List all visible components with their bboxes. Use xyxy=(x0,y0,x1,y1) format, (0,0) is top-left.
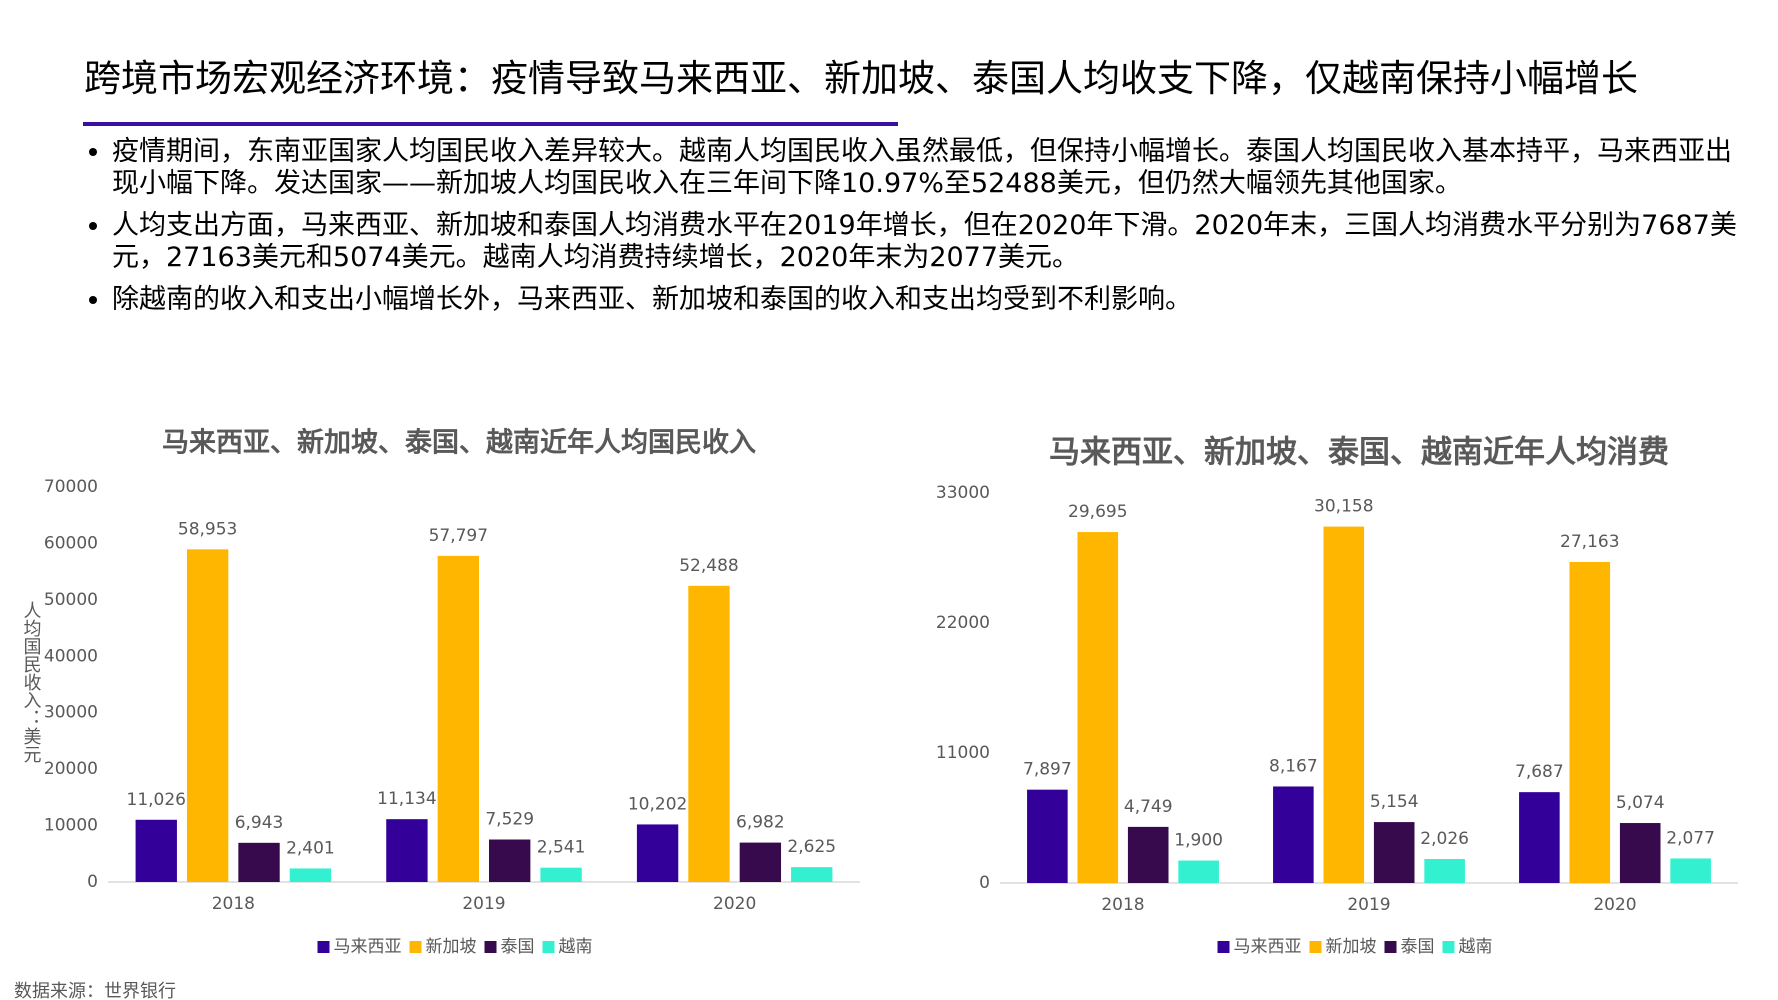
bar xyxy=(437,555,479,882)
bullet: 除越南的收入和支出小幅增长外，马来西亚、新加坡和泰国的收入和支出均受到不利影响。 xyxy=(112,284,1752,316)
chart-title: 马来西亚、新加坡、泰国、越南近年人均消费 xyxy=(1049,435,1669,471)
bar xyxy=(238,842,280,882)
legend-label: 新加坡 xyxy=(426,937,477,957)
bullet: 疫情期间，东南亚国家人均国民收入差异较大。越南人均国民收入虽然最低，但保持小幅增… xyxy=(112,136,1752,200)
legend-label: 越南 xyxy=(559,937,593,957)
x-tick-label: 2019 xyxy=(462,894,505,914)
value-label: 7,897 xyxy=(1023,760,1072,780)
page-title: 跨境市场宏观经济环境：疫情导致马来西亚、新加坡、泰国人均收支下降，仅越南保持小幅… xyxy=(84,57,1638,100)
legend-swatch xyxy=(409,941,422,953)
bar xyxy=(791,867,833,882)
value-label: 2,077 xyxy=(1666,828,1715,848)
bar xyxy=(1373,822,1415,883)
y-tick-label: 0 xyxy=(979,873,990,893)
bar xyxy=(688,585,730,882)
value-label: 11,026 xyxy=(127,790,186,810)
x-tick-label: 2019 xyxy=(1347,895,1390,915)
bar xyxy=(636,824,679,882)
bar xyxy=(1127,826,1169,883)
bar xyxy=(489,839,531,882)
source-note: 数据来源：世界银行 xyxy=(14,981,176,1000)
bar xyxy=(1569,561,1611,883)
x-tick-label: 2018 xyxy=(1101,895,1144,915)
legend-swatch xyxy=(317,941,330,953)
value-label: 57,797 xyxy=(429,526,488,546)
x-tick-label: 2018 xyxy=(212,894,255,914)
y-tick-label: 70000 xyxy=(44,477,98,497)
y-axis-label: 人均国民收入：美元 xyxy=(21,601,42,763)
bar xyxy=(739,842,782,882)
value-label: 2,541 xyxy=(537,838,586,858)
bar xyxy=(1519,792,1560,883)
legend-swatch xyxy=(484,941,497,953)
bar xyxy=(289,868,332,882)
value-label: 7,687 xyxy=(1515,762,1564,782)
bar xyxy=(186,549,229,882)
value-label: 2,625 xyxy=(787,837,836,857)
bar xyxy=(386,819,428,882)
bar xyxy=(1273,786,1314,883)
value-label: 27,163 xyxy=(1560,532,1619,552)
bar xyxy=(1619,823,1661,883)
bar xyxy=(1027,789,1068,883)
value-label: 10,202 xyxy=(628,794,687,814)
y-tick-label: 40000 xyxy=(44,646,98,666)
legend-label: 新加坡 xyxy=(1326,937,1377,957)
legend-label: 泰国 xyxy=(1401,937,1435,957)
value-label: 6,943 xyxy=(235,813,284,833)
value-label: 2,026 xyxy=(1420,829,1469,849)
chart-title: 马来西亚、新加坡、泰国、越南近年人均国民收入 xyxy=(162,427,756,459)
value-label: 4,749 xyxy=(1124,797,1173,817)
y-tick-label: 33000 xyxy=(936,483,990,503)
bullet-list: 疫情期间，东南亚国家人均国民收入差异较大。越南人均国民收入虽然最低，但保持小幅增… xyxy=(82,136,1752,326)
value-label: 8,167 xyxy=(1269,756,1318,776)
value-label: 5,074 xyxy=(1616,793,1665,813)
legend-swatch xyxy=(1384,941,1397,953)
value-label: 6,982 xyxy=(736,813,785,833)
value-label: 7,529 xyxy=(485,810,534,830)
value-label: 58,953 xyxy=(178,519,237,539)
y-tick-label: 22000 xyxy=(936,613,990,633)
bar xyxy=(1178,860,1219,883)
x-tick-label: 2020 xyxy=(1593,895,1636,915)
y-tick-label: 60000 xyxy=(44,533,98,553)
bullet: 人均支出方面，马来西亚、新加坡和泰国人均消费水平在2019年增长，但在2020年… xyxy=(112,210,1752,274)
value-label: 1,900 xyxy=(1174,831,1223,851)
value-label: 2,401 xyxy=(286,838,335,858)
value-label: 30,158 xyxy=(1314,497,1373,517)
bar xyxy=(1323,526,1365,883)
legend-swatch xyxy=(1442,941,1455,953)
y-tick-label: 11000 xyxy=(936,743,990,763)
y-tick-label: 20000 xyxy=(44,759,98,779)
legend-swatch xyxy=(542,941,555,953)
x-tick-label: 2020 xyxy=(713,894,756,914)
value-label: 5,154 xyxy=(1370,792,1419,812)
y-tick-label: 50000 xyxy=(44,590,98,610)
title-rule xyxy=(83,122,898,126)
legend-swatch xyxy=(1309,941,1322,953)
bar xyxy=(540,867,582,882)
legend-label: 泰国 xyxy=(501,937,535,957)
bar xyxy=(135,819,177,882)
bar xyxy=(1077,532,1119,883)
legend-label: 越南 xyxy=(1459,937,1493,957)
y-tick-label: 10000 xyxy=(44,816,98,836)
value-label: 52,488 xyxy=(679,556,738,576)
y-tick-label: 30000 xyxy=(44,703,98,723)
legend-label: 马来西亚 xyxy=(334,937,402,957)
bar xyxy=(1424,859,1465,883)
legend-label: 马来西亚 xyxy=(1234,937,1302,957)
legend-swatch xyxy=(1217,941,1230,953)
y-tick-label: 0 xyxy=(87,872,98,892)
value-label: 11,134 xyxy=(377,789,436,809)
bar xyxy=(1670,858,1711,883)
value-label: 29,695 xyxy=(1068,502,1127,522)
